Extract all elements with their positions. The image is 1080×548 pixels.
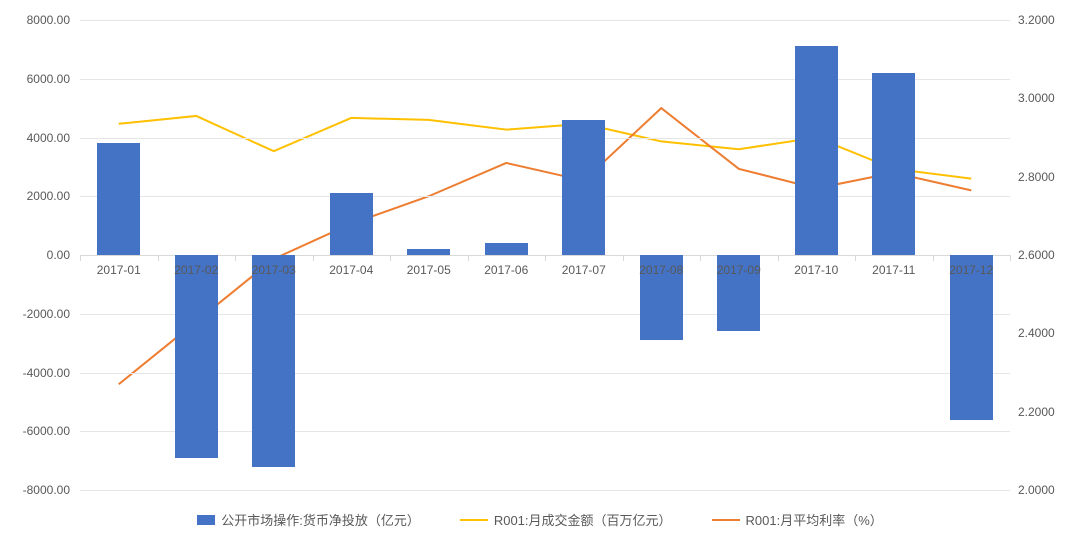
- legend-item: R001:月平均利率（%）: [712, 510, 883, 529]
- gridline: [80, 314, 1010, 315]
- x-tick: [1010, 255, 1011, 261]
- y-left-tick-label: -8000.00: [0, 483, 70, 497]
- y-left-tick-label: 2000.00: [0, 189, 70, 203]
- bar: [485, 243, 528, 255]
- y-left-tick-label: -4000.00: [0, 366, 70, 380]
- y-left-tick-label: -6000.00: [0, 424, 70, 438]
- bar: [562, 120, 605, 255]
- x-tick-label: 2017-01: [97, 263, 141, 277]
- x-tick-label: 2017-11: [872, 263, 915, 277]
- gridline: [80, 373, 1010, 374]
- y-right-tick-label: 3.2000: [1018, 13, 1055, 27]
- legend-label: R001:月成交金额（百万亿元）: [494, 510, 672, 529]
- gridline: [80, 431, 1010, 432]
- plot-area: [80, 20, 1010, 490]
- x-tick-label: 2017-10: [794, 263, 838, 277]
- bar: [330, 193, 373, 255]
- bar: [795, 46, 838, 255]
- dual-axis-chart: 公开市场操作:货币净投放（亿元） R001:月成交金额（百万亿元） R001:月平均…: [0, 0, 1080, 548]
- y-left-tick-label: 6000.00: [0, 72, 70, 86]
- x-tick: [80, 255, 81, 261]
- y-right-tick-label: 2.4000: [1018, 326, 1055, 340]
- x-tick-label: 2017-12: [949, 263, 993, 277]
- x-tick: [235, 255, 236, 261]
- x-tick-label: 2017-08: [639, 263, 683, 277]
- legend-item: R001:月成交金额（百万亿元）: [460, 510, 672, 529]
- bar: [872, 73, 915, 255]
- x-tick: [468, 255, 469, 261]
- bar: [252, 255, 295, 467]
- gridline: [80, 196, 1010, 197]
- y-right-tick-label: 2.8000: [1018, 170, 1055, 184]
- legend: 公开市场操作:货币净投放（亿元） R001:月成交金额（百万亿元） R001:月平均…: [0, 510, 1080, 529]
- legend-label: R001:月平均利率（%）: [746, 510, 883, 529]
- gridline: [80, 79, 1010, 80]
- x-tick-label: 2017-06: [484, 263, 528, 277]
- x-tick-label: 2017-07: [562, 263, 606, 277]
- bar: [97, 143, 140, 255]
- y-left-tick-label: 0.00: [0, 248, 70, 262]
- x-tick: [700, 255, 701, 261]
- line-series-0: [119, 116, 972, 179]
- x-tick: [158, 255, 159, 261]
- bar: [407, 249, 450, 255]
- y-right-tick-label: 2.6000: [1018, 248, 1055, 262]
- x-tick-label: 2017-03: [252, 263, 296, 277]
- gridline: [80, 490, 1010, 491]
- x-tick: [545, 255, 546, 261]
- legend-line-swatch: [460, 519, 488, 521]
- x-tick: [313, 255, 314, 261]
- bar: [175, 255, 218, 458]
- x-tick: [623, 255, 624, 261]
- x-tick-label: 2017-05: [407, 263, 451, 277]
- bar: [950, 255, 993, 420]
- gridline: [80, 138, 1010, 139]
- x-tick-label: 2017-09: [717, 263, 761, 277]
- gridline: [80, 20, 1010, 21]
- legend-bar-swatch: [197, 515, 215, 525]
- y-left-tick-label: 8000.00: [0, 13, 70, 27]
- x-tick: [933, 255, 934, 261]
- x-tick-label: 2017-02: [174, 263, 218, 277]
- x-tick: [390, 255, 391, 261]
- x-tick: [855, 255, 856, 261]
- y-right-tick-label: 2.0000: [1018, 483, 1055, 497]
- y-right-tick-label: 2.2000: [1018, 405, 1055, 419]
- x-tick: [778, 255, 779, 261]
- legend-item: 公开市场操作:货币净投放（亿元）: [197, 510, 420, 529]
- y-left-tick-label: -2000.00: [0, 307, 70, 321]
- legend-label: 公开市场操作:货币净投放（亿元）: [221, 510, 420, 529]
- y-left-tick-label: 4000.00: [0, 131, 70, 145]
- legend-line-swatch: [712, 519, 740, 521]
- x-tick-label: 2017-04: [329, 263, 373, 277]
- y-right-tick-label: 3.0000: [1018, 91, 1055, 105]
